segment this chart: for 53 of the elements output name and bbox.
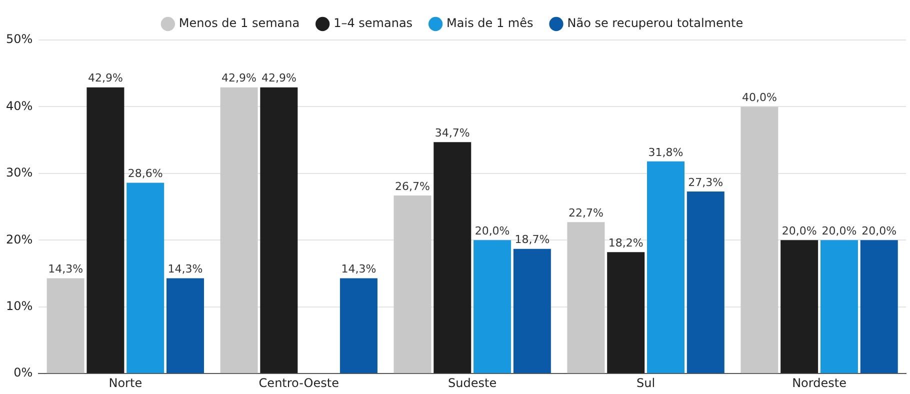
bar [220, 87, 258, 374]
data-label: 18,2% [608, 236, 644, 250]
y-tick-label: 40% [6, 98, 33, 113]
bar [647, 161, 684, 374]
data-label: 31,8% [648, 146, 684, 159]
data-label: 20,0% [862, 224, 897, 238]
legend-label: Não se recuperou totalmente [567, 16, 744, 30]
data-label: 34,7% [434, 126, 470, 140]
data-label: 28,6% [128, 167, 163, 180]
bar [86, 87, 124, 374]
data-label: 26,7% [395, 180, 430, 193]
bar [46, 278, 84, 374]
data-label: 20,0% [782, 224, 817, 238]
data-label: 14,3% [341, 262, 376, 276]
bar [860, 240, 898, 374]
bar [567, 222, 605, 374]
x-tick-label: Sul [636, 376, 656, 390]
data-label: 22,7% [568, 206, 604, 220]
bar [474, 240, 512, 374]
data-label: 42,9% [222, 72, 256, 85]
y-tick-label: 50% [6, 32, 33, 46]
bar [434, 142, 472, 374]
bar [126, 182, 164, 374]
data-label: 42,9% [261, 72, 296, 85]
x-tick-label: Centro-Oeste [258, 376, 339, 390]
bar [513, 248, 551, 374]
bar [260, 87, 298, 374]
data-label: 42,9% [88, 72, 123, 85]
data-label: 40,0% [742, 91, 777, 104]
y-tick-label: 30% [6, 166, 33, 180]
bar [740, 106, 778, 374]
bar [394, 195, 432, 374]
y-tick-label: 10% [6, 299, 33, 314]
legend-label: Menos de 1 semana [178, 16, 300, 30]
legend-label: Mais de 1 mês [446, 16, 534, 30]
bar [607, 252, 645, 374]
legend-label: 1–4 semanas [334, 16, 413, 30]
data-label: 20,0% [474, 224, 510, 238]
bar [686, 191, 724, 374]
data-label: 14,3% [168, 262, 203, 276]
bar [820, 240, 858, 374]
data-label: 14,3% [48, 262, 84, 276]
data-label: 20,0% [822, 224, 857, 238]
bar [166, 278, 204, 374]
y-tick-label: 0% [14, 366, 33, 380]
bar [340, 278, 378, 374]
x-tick-label: Nordeste [792, 376, 846, 390]
data-label: 18,7% [514, 233, 550, 246]
y-tick-label: 20% [6, 232, 33, 246]
data-label: 27,3% [688, 176, 724, 189]
x-tick-label: Norte [108, 376, 142, 390]
x-tick-label: Sudeste [448, 376, 497, 390]
bar [780, 240, 818, 374]
